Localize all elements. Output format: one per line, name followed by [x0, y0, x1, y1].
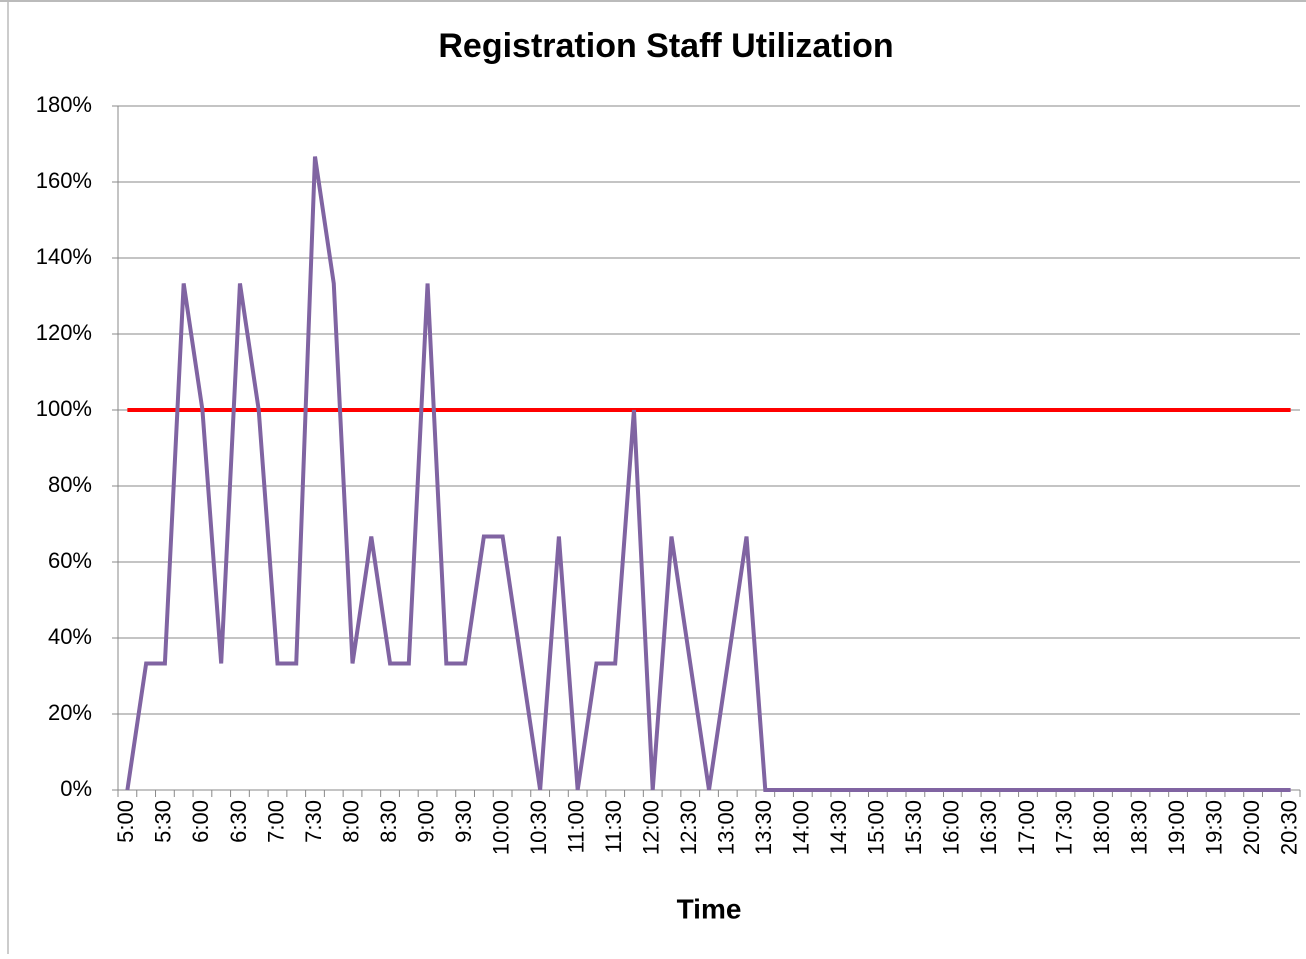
- x-tick-label: 16:00: [939, 800, 964, 855]
- y-tick-label: 60%: [48, 548, 92, 573]
- x-tick-label: 10:30: [526, 800, 551, 855]
- x-tick-label: 7:00: [263, 800, 288, 843]
- x-tick-label: 16:30: [976, 800, 1001, 855]
- x-tick-label: 7:30: [301, 800, 326, 843]
- x-tick-label: 6:30: [226, 800, 251, 843]
- y-tick-label: 140%: [36, 244, 92, 269]
- x-tick-label: 10:00: [488, 800, 513, 855]
- y-tick-label: 160%: [36, 168, 92, 193]
- x-tick-label: 9:30: [451, 800, 476, 843]
- x-tick-label: 13:30: [751, 800, 776, 855]
- y-tick-label: 20%: [48, 700, 92, 725]
- chart-title: Registration Staff Utilization: [438, 27, 893, 65]
- x-tick-label: 12:30: [676, 800, 701, 855]
- y-tick-label: 0%: [60, 776, 92, 801]
- x-tick-label: 14:00: [789, 800, 814, 855]
- y-tick-label: 40%: [48, 624, 92, 649]
- x-tick-label: 9:00: [413, 800, 438, 843]
- x-tick-label: 12:00: [639, 800, 664, 855]
- y-tick-label: 120%: [36, 320, 92, 345]
- x-tick-label: 18:00: [1089, 800, 1114, 855]
- x-tick-label: 8:30: [376, 800, 401, 843]
- x-tick-label: 20:30: [1276, 800, 1301, 855]
- x-tick-label: 18:30: [1126, 800, 1151, 855]
- x-tick-label: 15:30: [901, 800, 926, 855]
- x-tick-label: 6:00: [188, 800, 213, 843]
- x-tick-label: 19:30: [1201, 800, 1226, 855]
- x-tick-label: 17:00: [1014, 800, 1039, 855]
- y-tick-label: 100%: [36, 396, 92, 421]
- series-line: [125, 156, 1291, 792]
- x-tick-label: 13:00: [714, 800, 739, 855]
- x-tick-label: 5:30: [151, 800, 176, 843]
- x-tick-label: 5:00: [113, 800, 138, 843]
- x-tick-label: 19:00: [1164, 800, 1189, 855]
- x-tick-label: 8:00: [338, 800, 363, 843]
- x-tick-label: 15:00: [864, 800, 889, 855]
- x-tick-label: 11:30: [601, 800, 626, 853]
- x-axis-label: Time: [677, 893, 742, 924]
- x-tick-label: 14:30: [826, 800, 851, 855]
- x-tick-label: 17:30: [1051, 800, 1076, 855]
- x-tick-label: 11:00: [563, 800, 588, 853]
- y-tick-label: 180%: [36, 92, 92, 117]
- y-tick-label: 80%: [48, 472, 92, 497]
- x-tick-label: 20:00: [1239, 800, 1264, 855]
